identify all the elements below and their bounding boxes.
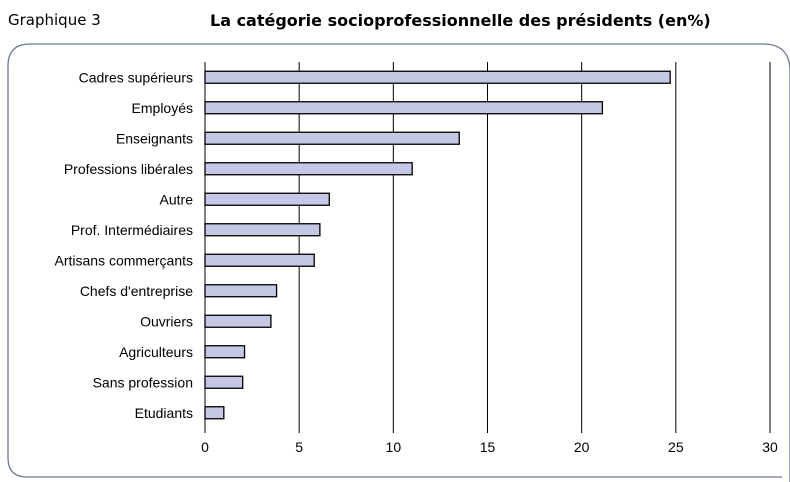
x-tick-label: 0 xyxy=(201,439,209,455)
bar xyxy=(204,375,244,389)
figure-label: Graphique 3 xyxy=(8,11,101,29)
bar xyxy=(204,284,278,298)
category-label: Artisans commerçants xyxy=(55,252,193,268)
category-label: Agriculteurs xyxy=(119,344,193,360)
x-tick-label: 20 xyxy=(574,439,590,455)
x-tick-label: 15 xyxy=(480,439,496,455)
category-label: Prof. Intermédiaires xyxy=(71,222,193,238)
bar xyxy=(204,314,272,328)
category-label: Autre xyxy=(160,191,194,207)
x-tick-label: 5 xyxy=(295,439,303,455)
category-label: Cadres supérieurs xyxy=(79,69,193,85)
category-label: Etudiants xyxy=(135,405,193,421)
bar xyxy=(204,253,315,267)
bar xyxy=(204,162,413,176)
category-label: Employés xyxy=(132,100,193,116)
x-tick-label: 25 xyxy=(668,439,684,455)
bar xyxy=(204,223,321,237)
category-label: Enseignants xyxy=(116,130,193,146)
category-label: Chefs d'entreprise xyxy=(80,283,193,299)
x-tick-label: 10 xyxy=(386,439,402,455)
x-tick-label: 30 xyxy=(762,439,778,455)
bar xyxy=(204,192,330,206)
chart-title: La catégorie socioprofessionnelle des pr… xyxy=(210,11,711,30)
category-label: Sans profession xyxy=(93,374,193,390)
bar xyxy=(204,70,671,84)
category-label: Ouvriers xyxy=(140,313,193,329)
bar xyxy=(204,345,246,359)
bar xyxy=(204,131,460,145)
bar xyxy=(204,406,225,420)
category-label: Professions libérales xyxy=(64,161,193,177)
bar xyxy=(204,101,604,115)
